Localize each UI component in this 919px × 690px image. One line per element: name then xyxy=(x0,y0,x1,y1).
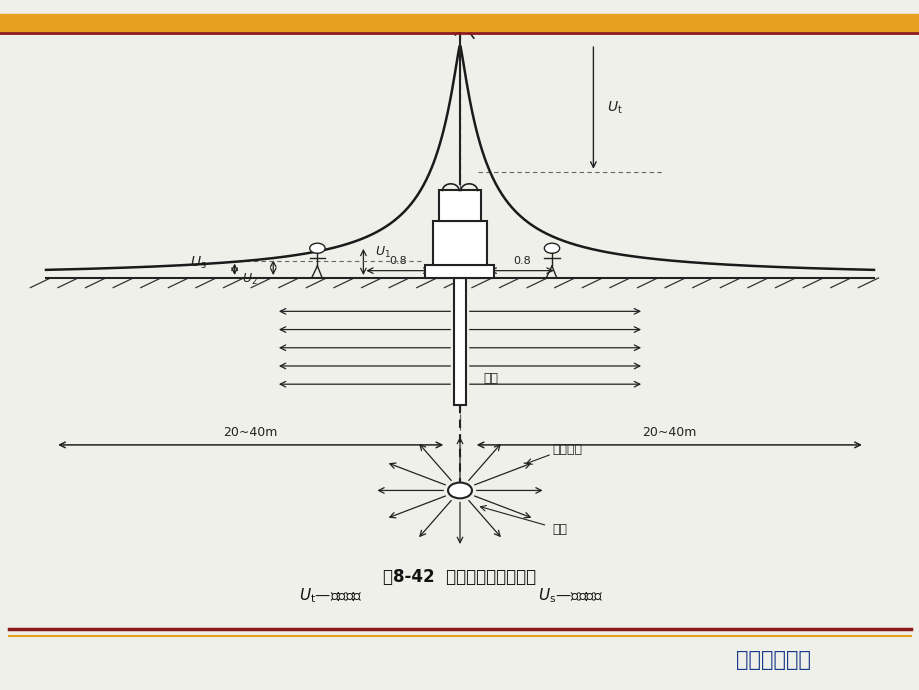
Text: 20~40m: 20~40m xyxy=(223,426,278,439)
Bar xyxy=(433,221,486,264)
Text: $U_{\mathrm{s}}$—跨步电压: $U_{\mathrm{s}}$—跨步电压 xyxy=(538,586,602,605)
Circle shape xyxy=(310,243,324,253)
Text: $U_1$: $U_1$ xyxy=(375,245,391,260)
Text: 0.8: 0.8 xyxy=(512,256,530,266)
Text: 钢管: 钢管 xyxy=(551,524,566,536)
Text: 西南交通大学: 西南交通大学 xyxy=(735,650,811,670)
Circle shape xyxy=(448,482,471,498)
Text: $U_{\mathrm{t}}$: $U_{\mathrm{t}}$ xyxy=(607,100,622,116)
Bar xyxy=(425,264,494,278)
Text: $U_2$: $U_2$ xyxy=(242,272,257,287)
Bar xyxy=(439,190,481,221)
Text: $U_{\mathrm{s}}$: $U_{\mathrm{s}}$ xyxy=(190,255,207,271)
Text: 20~40m: 20~40m xyxy=(641,426,696,439)
Circle shape xyxy=(544,243,559,253)
Text: 图8-42  接地装置的电位分布: 图8-42 接地装置的电位分布 xyxy=(383,569,536,586)
Text: $l$: $l$ xyxy=(457,252,462,266)
Bar xyxy=(454,278,465,406)
Text: 散流方向: 散流方向 xyxy=(551,443,582,455)
Text: $U_{\mathrm{t}}$—接触电压: $U_{\mathrm{t}}$—接触电压 xyxy=(299,586,363,605)
Text: 钢管: 钢管 xyxy=(482,372,497,384)
Text: 0.8: 0.8 xyxy=(389,256,407,266)
Bar xyxy=(0,14,919,31)
